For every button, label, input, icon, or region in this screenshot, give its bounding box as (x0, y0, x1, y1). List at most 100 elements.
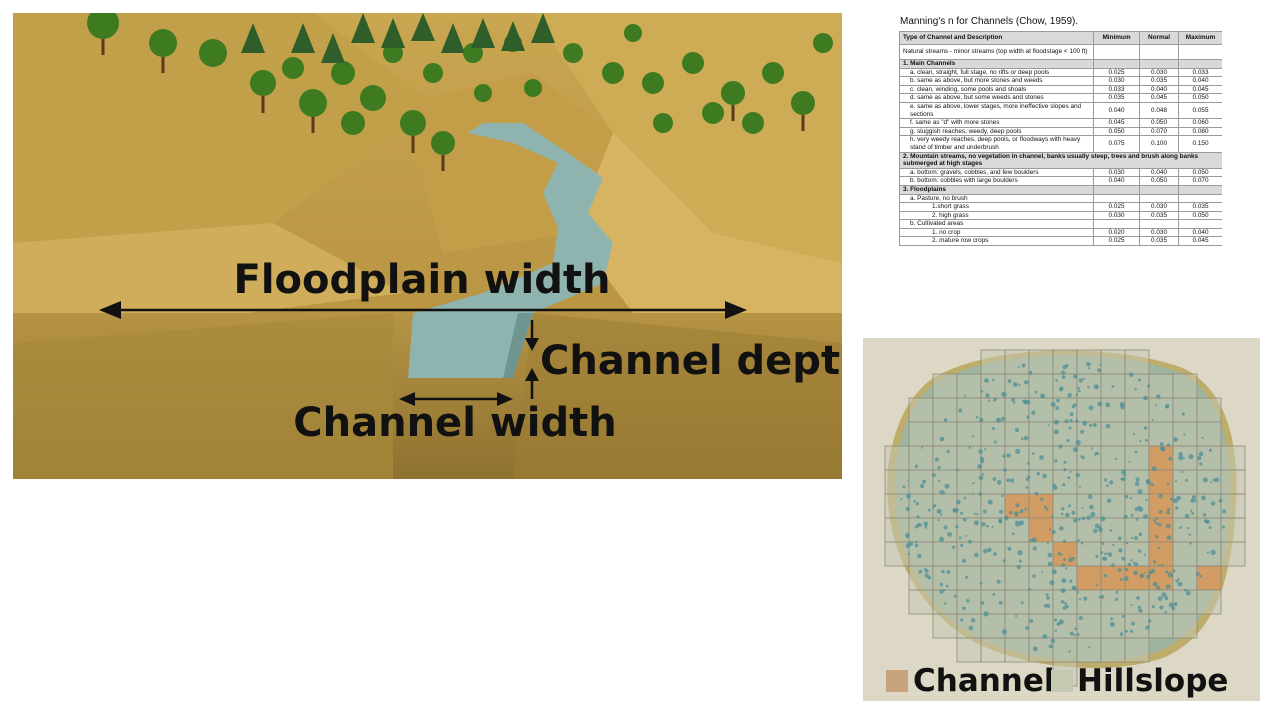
row-value-min: 0.050 (1093, 126, 1140, 137)
vegetation-dot (978, 475, 984, 480)
vegetation-dot (939, 536, 945, 542)
vegetation-dot (1150, 482, 1154, 487)
vegetation-dot (1175, 579, 1179, 583)
hillslope-cell (1028, 373, 1054, 399)
vegetation-dot (1138, 378, 1141, 382)
table-row: c. clean, winding, some pools and shoals… (899, 84, 1222, 95)
vegetation-dot (1100, 595, 1105, 599)
vegetation-dot (907, 479, 910, 482)
vegetation-dot (991, 427, 995, 431)
vegetation-dot (1046, 508, 1049, 511)
vegetation-dot (902, 485, 906, 489)
vegetation-dot (977, 464, 983, 469)
vegetation-dot (962, 517, 967, 522)
vegetation-dot (1098, 527, 1103, 533)
vegetation-dot (1078, 518, 1081, 521)
vegetation-dot (1066, 438, 1070, 443)
vegetation-dot (956, 468, 959, 471)
vegetation-dot (953, 594, 957, 598)
vegetation-dot (919, 483, 925, 489)
vegetation-dot (952, 545, 956, 549)
vegetation-dot (1002, 559, 1006, 563)
vegetation-dot (1101, 542, 1105, 545)
vegetation-dot (1088, 405, 1094, 411)
vegetation-dot (1063, 460, 1067, 464)
vegetation-dot (1022, 399, 1027, 404)
channel-width-label: Channel width (293, 400, 616, 446)
row-value-min: 0.035 (1093, 93, 1140, 103)
vegetation-dot (1145, 499, 1148, 502)
column-header: Minimum (1093, 31, 1140, 45)
vegetation-dot (987, 399, 991, 402)
vegetation-dot (1143, 553, 1146, 556)
vegetation-dot (1172, 498, 1178, 504)
vegetation-dot (1165, 570, 1169, 574)
vegetation-dot (1105, 423, 1111, 429)
vegetation-dot (1029, 619, 1034, 623)
tree-trunks (101, 39, 805, 171)
hillslope-cell (1172, 613, 1198, 639)
row-description: c. clean, winding, some pools and shoals (899, 84, 1094, 95)
vegetation-dot (1054, 629, 1058, 632)
hillslope-cell (1148, 397, 1174, 423)
vegetation-dot (971, 435, 974, 438)
hillslope-cell (1028, 589, 1054, 615)
hillslope-cell (1076, 541, 1102, 567)
vegetation-dot (968, 446, 971, 449)
vegetation-dot (1036, 472, 1040, 476)
vegetation-dot (905, 535, 909, 538)
table-row: a. Pasture, no brush (899, 193, 1222, 204)
row-value-max: 0.050 (1178, 167, 1222, 178)
vegetation-dot (916, 515, 920, 519)
hillslope-cell (932, 469, 958, 495)
hillslope-cell (1196, 397, 1222, 423)
row-value-max: 0.033 (1178, 67, 1222, 78)
vegetation-dot (1018, 520, 1024, 526)
vegetation-dot (1196, 456, 1202, 461)
vegetation-dot (982, 509, 987, 514)
vegetation-dot (1052, 483, 1056, 487)
vegetation-dot (1012, 382, 1018, 387)
vegetation-dot (1151, 466, 1157, 472)
vegetation-dot (968, 539, 972, 544)
mannings-table-panel: Manning's n for Channels (Chow, 1959). T… (899, 16, 1222, 321)
hillslope-cell (1148, 373, 1174, 399)
vegetation-dot (1021, 437, 1024, 441)
vegetation-dot (1100, 551, 1104, 555)
vegetation-dot (1006, 453, 1011, 458)
row-value-norm: 0.040 (1139, 167, 1179, 178)
hillslope-cell (1220, 469, 1246, 495)
vegetation-dot (1175, 506, 1179, 510)
row-value-min: 0.020 (1093, 227, 1140, 238)
vegetation-dot (1054, 618, 1058, 622)
row-description: 3. Floodplains (899, 184, 1094, 195)
vegetation-dot (1078, 616, 1083, 621)
row-value-max: 0.055 (1178, 101, 1222, 120)
vegetation-dot (1086, 515, 1091, 520)
vegetation-dot (1075, 440, 1081, 446)
vegetation-dot (1034, 491, 1039, 496)
vegetation-dot (1091, 447, 1094, 450)
vegetation-dot (1034, 390, 1038, 394)
vegetation-dot (936, 508, 942, 514)
table-row: f. same as "d" with more stones 0.045 0.05… (899, 118, 1222, 128)
vegetation-dot (1055, 406, 1060, 411)
vegetation-dot (908, 541, 914, 546)
table-header-row: Type of Channel and Description Minimum … (899, 31, 1222, 45)
vegetation-dot (1053, 429, 1059, 435)
vegetation-dot (1032, 574, 1036, 578)
vegetation-dot (960, 618, 964, 622)
vegetation-dot (992, 378, 995, 382)
table-title: Manning's n for Channels (Chow, 1959). (900, 16, 1079, 27)
row-value-min: 0.030 (1093, 167, 1140, 178)
hillslope-cell (932, 565, 958, 591)
hillslope-cell (1100, 397, 1126, 423)
vegetation-dot (1103, 573, 1108, 578)
vegetation-dot (906, 493, 911, 499)
vegetation-dot (1061, 563, 1065, 567)
vegetation-dot (1172, 569, 1176, 573)
vegetation-dot (1143, 395, 1148, 401)
hillslope-cell (908, 445, 934, 471)
vegetation-dot (1159, 605, 1164, 610)
vegetation-dot (1178, 452, 1183, 457)
